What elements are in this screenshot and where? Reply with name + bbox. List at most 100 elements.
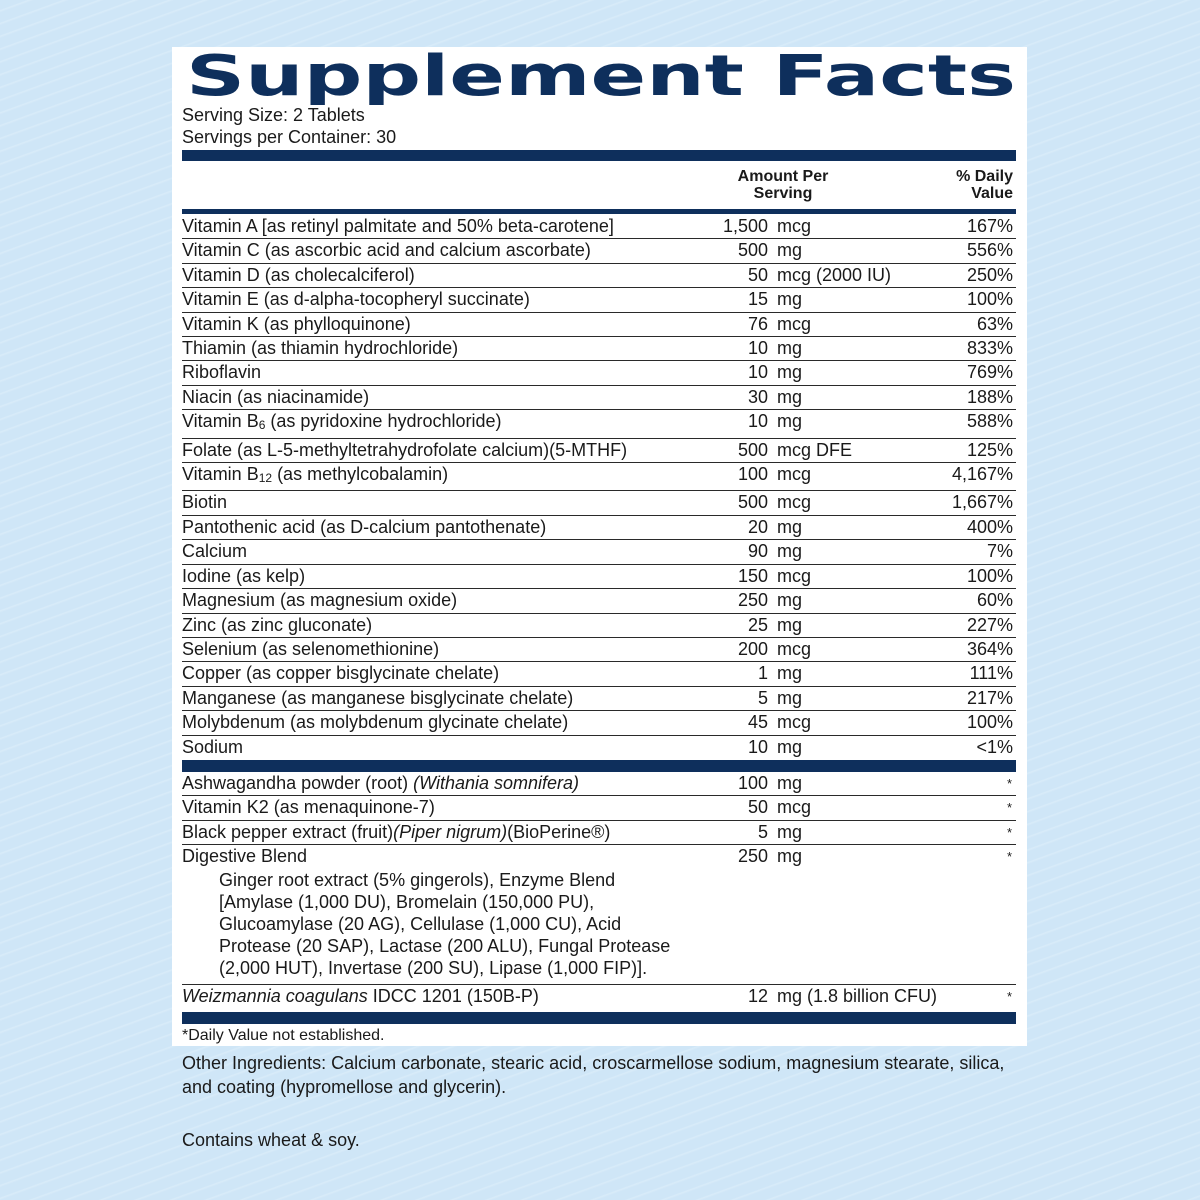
- nutrient-name: Copper (as copper bisglycinate chelate): [182, 663, 500, 684]
- other-ingredients: Other Ingredients: Calcium carbonate, st…: [182, 1053, 1005, 1097]
- amount: 5: [757, 687, 768, 708]
- daily-value: 60%: [976, 590, 1013, 611]
- nutrient-row: Digestive Blend 250 mg * Ginger root extract…: [182, 845, 1016, 985]
- daily-value: 588%: [966, 411, 1013, 432]
- amount: 15: [747, 289, 768, 310]
- unit: mg: [777, 663, 803, 684]
- amount: 30: [747, 386, 768, 407]
- servings-per-container: Servings per Container: 30: [182, 127, 397, 147]
- name-part: (BioPerine®): [507, 821, 611, 842]
- nutrient-row: Vitamin K2 (as menaquinone-7) 50 mcg *: [182, 796, 1016, 821]
- nutrient-name: Sodium: [182, 736, 244, 757]
- nutrient-row: Iodine (as kelp) 150 mcg 100%: [182, 565, 1016, 590]
- amount: 90: [747, 541, 768, 562]
- nutrient-name: Vitamin D (as cholecalciferol): [182, 264, 415, 285]
- nutrient-row: Niacin (as niacinamide) 30 mg 188%: [182, 386, 1016, 411]
- nutrient-row: Copper (as copper bisglycinate chelate) 1…: [182, 662, 1016, 687]
- daily-value: 63%: [976, 313, 1013, 334]
- dv-header: % Daily Value: [956, 168, 1013, 202]
- daily-value: 167%: [966, 216, 1013, 236]
- name-part: (as methylcobalamin): [272, 464, 449, 485]
- daily-value: <1%: [976, 736, 1013, 757]
- daily-value: 400%: [966, 516, 1013, 537]
- amount: 10: [747, 338, 768, 359]
- amount: 500: [737, 240, 768, 261]
- nutrient-row: Weizmannia coagulans IDCC 1201 (150B-P) 1…: [182, 985, 1016, 1008]
- daily-value: 364%: [966, 638, 1013, 659]
- unit: mcg: [777, 638, 812, 659]
- daily-value: 227%: [966, 614, 1013, 635]
- amount: 50: [747, 264, 768, 285]
- daily-value: 1,667%: [951, 492, 1013, 513]
- nutrient-name: Vitamin E (as d-alpha-tocopheryl succina…: [182, 289, 530, 310]
- unit: mg: [777, 736, 803, 757]
- unit: mg: [777, 386, 803, 407]
- nutrient-row: Manganese (as manganese bisglycinate che…: [182, 687, 1016, 712]
- header-bar: [182, 209, 1016, 214]
- unit: mg: [777, 590, 803, 611]
- amount: 76: [747, 313, 768, 334]
- nutrient-name: Magnesium (as magnesium oxide): [182, 590, 458, 611]
- nutrient-row: Vitamin B12 (as methylcobalamin) 100 mcg 4,…: [182, 463, 1016, 492]
- amount: 20: [747, 516, 768, 537]
- nutrient-row: Molybdenum (as molybdenum glycinate chel…: [182, 711, 1016, 736]
- unit: mcg DFE: [777, 439, 853, 460]
- nutrient-name: Vitamin A [as retinyl palmitate and 50% …: [182, 216, 614, 236]
- top-bar: [182, 150, 1016, 161]
- name-part: Vitamin B: [182, 464, 259, 485]
- unit: mcg: [777, 492, 812, 513]
- footnote: *Daily Value not established.: [182, 1026, 385, 1044]
- amount: 100: [737, 772, 768, 793]
- name-part: Ashwagandha powder (root): [182, 772, 414, 793]
- unit: mg: [777, 240, 803, 261]
- name-part: Black pepper extract (fruit): [182, 821, 394, 842]
- unit: mcg: [777, 712, 812, 733]
- unit: mcg: [777, 565, 812, 586]
- unit: mg: [777, 846, 803, 867]
- section-bar: [182, 1011, 1016, 1024]
- nutrient-row: Folate (as L-5-methyltetrahydrofolate ca…: [182, 439, 1016, 464]
- unit: mg: [777, 821, 803, 842]
- amount: 1,500: [722, 216, 768, 236]
- nutrient-row: Vitamin B6 (as pyridoxine hydrochloride)…: [182, 410, 1016, 439]
- amount: 10: [747, 411, 768, 432]
- amount: 200: [737, 638, 768, 659]
- daily-value: 125%: [966, 439, 1013, 460]
- name-part: IDCC 1201 (150B-P): [367, 985, 539, 1006]
- daily-value: 217%: [966, 687, 1013, 708]
- daily-value: 833%: [966, 338, 1013, 359]
- name-part: Weizmannia coagulans: [182, 985, 368, 1006]
- blend-detail: Ginger root extract (5% gingerols), Enzy…: [219, 869, 671, 979]
- nutrient-name: Vitamin B6 (as pyridoxine hydrochloride): [182, 410, 1016, 437]
- daily-value: *: [1006, 824, 1012, 840]
- amount: 10: [747, 736, 768, 757]
- amount: 25: [747, 614, 768, 635]
- daily-value: 100%: [966, 712, 1013, 733]
- daily-value: 556%: [966, 240, 1013, 261]
- nutrient-name: Calcium: [182, 541, 248, 562]
- unit: mg: [777, 614, 803, 635]
- nutrient-row: Sodium 10 mg <1%: [182, 736, 1016, 759]
- daily-value: *: [1006, 775, 1012, 791]
- nutrient-row: Vitamin C (as ascorbic acid and calcium …: [182, 239, 1016, 264]
- name-part: 12: [258, 471, 273, 486]
- amount: 5: [757, 821, 768, 842]
- nutrient-name: Vitamin C (as ascorbic acid and calcium …: [182, 240, 591, 261]
- nutrient-row: Biotin 500 mcg 1,667%: [182, 491, 1016, 516]
- nutrient-name: Iodine (as kelp): [182, 565, 306, 586]
- title: Supplement Facts: [186, 47, 1016, 105]
- amount: 12: [747, 985, 768, 1006]
- daily-value: 100%: [966, 565, 1013, 586]
- nutrient-row: Zinc (as zinc gluconate) 25 mg 227%: [182, 614, 1016, 638]
- amount: 50: [747, 797, 768, 818]
- unit: mg: [777, 289, 803, 310]
- name-part: 6: [258, 418, 266, 433]
- amount: 45: [747, 712, 768, 733]
- daily-value: 769%: [966, 362, 1013, 383]
- nutrient-row: Selenium (as selenomethionine) 200 mcg 364%: [182, 638, 1016, 663]
- nutrient-name: Vitamin K (as phylloquinone): [182, 313, 411, 334]
- nutrient-name: Pantothenic acid (as D-calcium pantothen…: [182, 516, 547, 537]
- unit: mcg (2000 IU): [777, 264, 892, 285]
- nutrient-name: Black pepper extract (fruit)(Piper nigru…: [182, 821, 1016, 844]
